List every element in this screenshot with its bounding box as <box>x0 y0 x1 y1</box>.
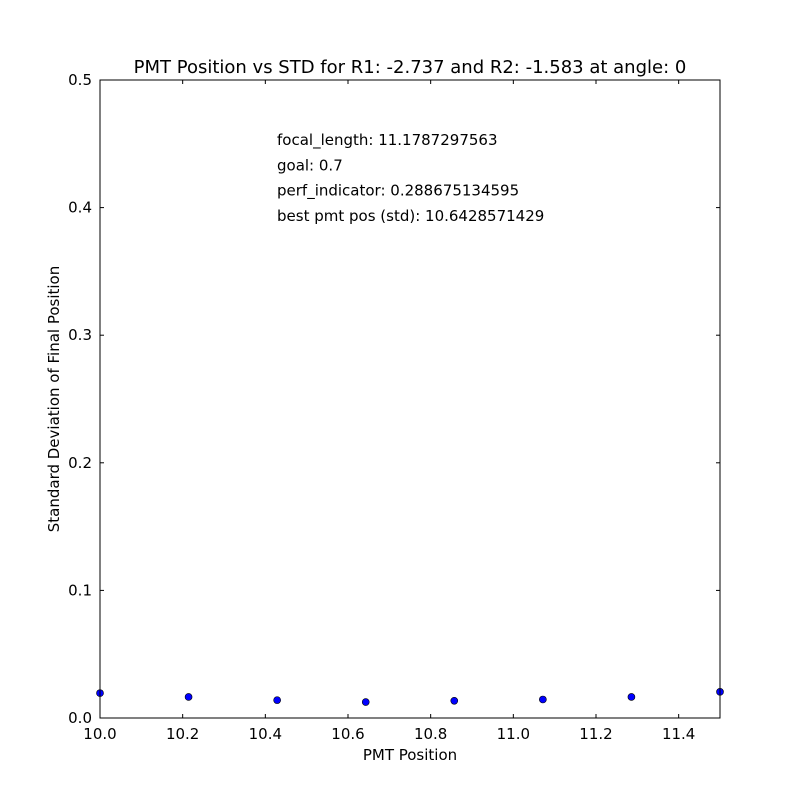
y-tick-label: 0.3 <box>68 326 92 344</box>
x-axis-label: PMT Position <box>363 746 457 764</box>
x-tick-label: 11.0 <box>497 725 530 743</box>
y-tick-label: 0.2 <box>68 454 92 472</box>
annotation-line: perf_indicator: 0.288675134595 <box>277 182 519 201</box>
y-tick-label: 0.0 <box>68 709 92 727</box>
data-point <box>627 693 636 701</box>
y-axis-label: Standard Deviation of Final Position <box>45 266 63 533</box>
chart-title: PMT Position vs STD for R1: -2.737 and R… <box>134 57 687 78</box>
annotation-line: best pmt pos (std): 10.6428571429 <box>277 207 544 225</box>
y-tick-label: 0.1 <box>68 581 92 599</box>
points-group <box>96 688 724 706</box>
x-tick-label: 10.2 <box>166 725 199 743</box>
x-tick-label: 11.4 <box>662 725 695 743</box>
y-tick-label: 0.4 <box>68 199 92 217</box>
data-point <box>273 696 281 704</box>
x-tick-label: 11.2 <box>579 725 612 743</box>
x-tick-label: 10.6 <box>331 725 364 743</box>
y-tick-label: 0.5 <box>68 71 92 89</box>
plot-frame <box>99 79 721 719</box>
annotation-line: focal_length: 11.1787297563 <box>277 131 498 150</box>
x-tick-label: 10.8 <box>414 725 447 743</box>
annotation-line: goal: 0.7 <box>277 156 343 174</box>
data-point <box>539 695 547 704</box>
data-point <box>361 698 370 706</box>
annotations-group: focal_length: 11.1787297563 goal: 0.7 perf… <box>277 131 544 225</box>
ticks-group: 10.0 10.2 10.4 10.6 10.8 11.0 11.2 11.4 0.0 0.1 0.… <box>68 71 720 743</box>
data-point <box>450 696 459 705</box>
plot-area <box>100 80 720 718</box>
x-tick-label: 10.0 <box>83 725 116 743</box>
x-tick-label: 10.4 <box>249 725 282 743</box>
data-point <box>184 693 193 701</box>
